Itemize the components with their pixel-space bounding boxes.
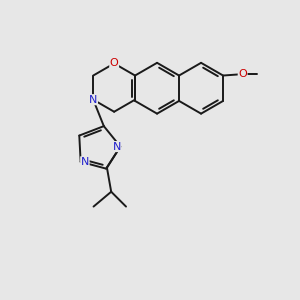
Text: O: O [110, 58, 118, 68]
Text: N: N [89, 95, 98, 105]
Text: O: O [238, 69, 247, 79]
Text: N: N [81, 157, 89, 167]
Text: N: N [113, 142, 121, 152]
